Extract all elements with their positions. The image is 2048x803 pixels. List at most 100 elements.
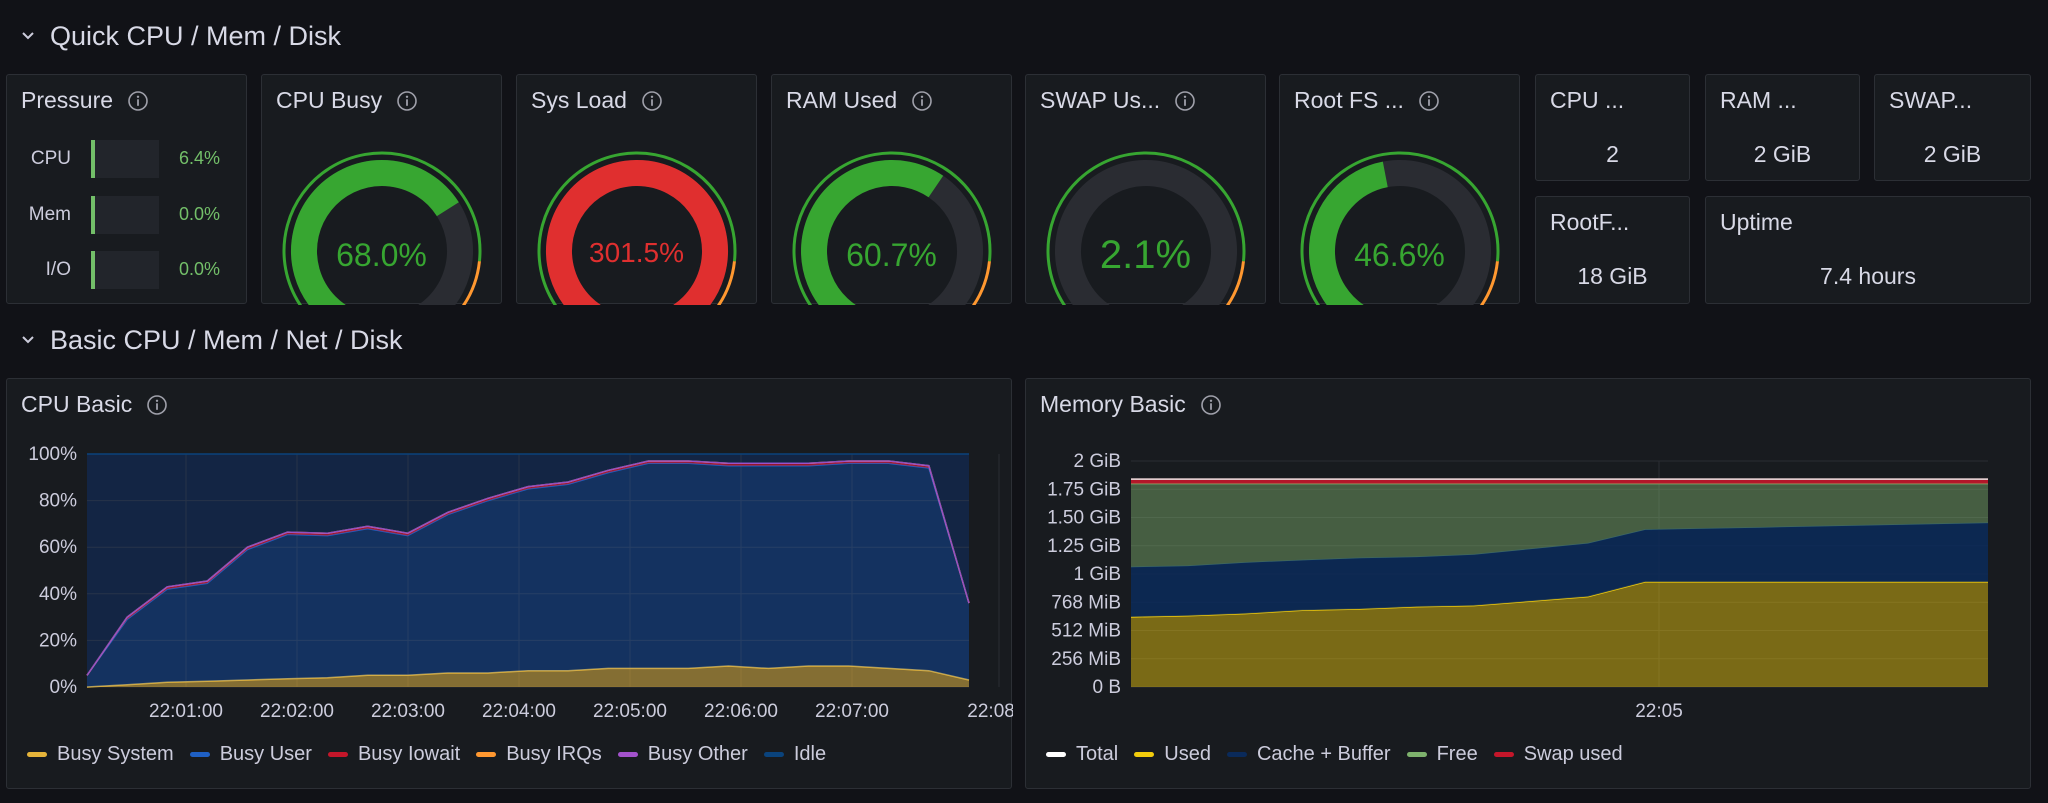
stat-panel-rootfs-total: RootF... 18 GiB — [1535, 196, 1690, 304]
gauge-panel-ram-used: RAM Used 60.7% — [771, 74, 1012, 305]
legend-item[interactable]: Idle — [763, 743, 827, 766]
legend-item[interactable]: Used — [1134, 743, 1211, 766]
stat-value: 7.4 hours — [1820, 263, 1916, 289]
panel-title: CPU Busy — [276, 87, 418, 114]
gauge-threshold-orange — [461, 261, 481, 305]
y-tick-label: 100% — [28, 444, 77, 465]
legend-item[interactable]: Cache + Buffer — [1226, 743, 1391, 766]
x-tick-label: 22:05 — [1635, 701, 1683, 722]
pressure-panel: Pressure CPU 6.4% Mem 0.0% I/O 0.0% — [6, 74, 247, 304]
legend-item[interactable]: Swap used — [1493, 743, 1623, 766]
stat-panel-uptime: Uptime 7.4 hours — [1705, 196, 2031, 304]
series-area — [87, 666, 969, 687]
gauge-threshold-green — [792, 151, 992, 305]
panel-title-text: Sys Load — [531, 87, 627, 113]
gauge-threshold-green — [537, 151, 737, 305]
legend-label: Busy Other — [647, 743, 748, 765]
pressure-label: Mem — [28, 204, 71, 225]
legend-swatch — [617, 752, 638, 757]
pressure-row-mem: Mem 0.0% — [7, 196, 247, 236]
gauge-value-arc — [1309, 161, 1389, 305]
x-tick-label: 22:01:00 — [149, 701, 223, 722]
panel-title: RootF... — [1550, 209, 1630, 235]
series-line — [1130, 522, 1989, 568]
memory-basic-legend: Total Used Cache + Buffer Free Swap used — [1046, 743, 1623, 766]
stat-panel-cpu-cores: CPU ... 2 — [1535, 74, 1690, 181]
gauge-panel-cpu-busy: CPU Busy 68.0% — [261, 74, 502, 305]
stat-panel-ram-total: RAM ... 2 GiB — [1705, 74, 1860, 181]
y-tick-label: 60% — [39, 537, 77, 558]
pressure-label: CPU — [30, 148, 71, 169]
y-tick-label: 20% — [39, 630, 77, 651]
legend-label: Used — [1164, 743, 1211, 765]
pressure-value: 0.0% — [179, 204, 221, 224]
gauge-panel-root-fs: Root FS ... 46.6% — [1279, 74, 1520, 305]
legend-label: Idle — [793, 743, 827, 765]
legend-swatch — [1226, 752, 1247, 757]
gauge-threshold-green — [282, 151, 482, 305]
legend-swatch — [1493, 752, 1514, 757]
pressure-bar-fill — [91, 140, 95, 178]
stat-value: 2 GiB — [1753, 141, 1812, 167]
panel-title-text: CPU Basic — [21, 391, 133, 417]
legend-label: Free — [1436, 743, 1478, 765]
x-tick-label: 22:02:00 — [260, 701, 334, 722]
legend-label: Cache + Buffer — [1256, 743, 1391, 765]
gauge-threshold-green — [1300, 151, 1500, 305]
panel-title: Sys Load — [531, 87, 663, 114]
series-area — [1131, 523, 1988, 617]
legend-item[interactable]: Busy IRQs — [476, 743, 602, 766]
pressure-value: 6.4% — [179, 148, 221, 168]
y-tick-label: 768 MiB — [1051, 592, 1121, 613]
legend-item[interactable]: Total — [1046, 743, 1118, 766]
gauge-threshold-orange — [716, 261, 736, 305]
legend-item[interactable]: Busy User — [189, 743, 312, 766]
cpu-basic-panel: CPU Basic 100% 80% 60% 40% 20% 0% 22:01:00 22:0… — [6, 378, 1013, 789]
pressure-bar — [91, 140, 159, 178]
series-line — [86, 665, 970, 688]
legend-item[interactable]: Busy System — [27, 743, 174, 766]
info-icon[interactable] — [1200, 394, 1222, 416]
panel-title: Memory Basic — [1040, 391, 1222, 418]
gauge-threshold-orange — [1225, 261, 1245, 305]
stat-panel-swap-total: SWAP... 2 GiB — [1874, 74, 2031, 181]
panel-title-text: SWAP Us... — [1040, 87, 1161, 113]
gauge-threshold-orange — [971, 261, 991, 305]
info-icon[interactable] — [127, 90, 149, 112]
legend-label: Busy User — [219, 743, 312, 765]
gauge-track — [1055, 160, 1237, 305]
cpu-basic-legend: Busy System Busy User Busy Iowait Busy IRQs… — [27, 743, 826, 766]
gauge-value: 2.1% — [1099, 233, 1192, 277]
legend-swatch — [27, 752, 47, 757]
y-tick-label: 40% — [39, 584, 77, 605]
legend-item[interactable]: Busy Iowait — [327, 743, 460, 766]
panel-title: SWAP... — [1889, 87, 1973, 113]
info-icon[interactable] — [1418, 90, 1440, 112]
legend-item[interactable]: Busy Other — [617, 743, 748, 766]
y-tick-label: 80% — [39, 491, 77, 512]
info-icon[interactable] — [1174, 90, 1196, 112]
info-icon[interactable] — [396, 90, 418, 112]
pressure-row-cpu: CPU 6.4% — [7, 140, 247, 180]
legend-swatch — [763, 752, 784, 757]
memory-basic-chart[interactable]: 2 GiB 1.75 GiB 1.50 GiB 1.25 GiB 1 GiB 768 Mi… — [1026, 429, 2032, 769]
info-icon[interactable] — [911, 90, 933, 112]
legend-swatch — [1134, 752, 1155, 757]
chevron-down-icon[interactable] — [20, 28, 36, 44]
gauge-panel-swap-used: SWAP Us... 2.1% — [1025, 74, 1266, 305]
cpu-basic-chart[interactable]: 100% 80% 60% 40% 20% 0% 22:01:00 22:02:00 22:03:… — [7, 429, 1013, 769]
gauge-value: 68.0% — [336, 237, 427, 273]
panel-title-text: RAM Used — [786, 87, 898, 113]
info-icon[interactable] — [146, 394, 168, 416]
legend-swatch — [1046, 752, 1066, 757]
row-header-quick[interactable]: Quick CPU / Mem / Disk — [20, 18, 341, 54]
panel-title-text: Memory Basic — [1040, 391, 1186, 417]
y-tick-label: 512 MiB — [1051, 621, 1121, 642]
panel-title: RAM ... — [1720, 87, 1797, 113]
plot-background — [87, 454, 969, 687]
panel-title: SWAP Us... — [1040, 87, 1196, 114]
row-header-basic[interactable]: Basic CPU / Mem / Net / Disk — [20, 322, 403, 358]
chevron-down-icon[interactable] — [20, 332, 36, 348]
info-icon[interactable] — [641, 90, 663, 112]
legend-item[interactable]: Free — [1406, 743, 1478, 766]
